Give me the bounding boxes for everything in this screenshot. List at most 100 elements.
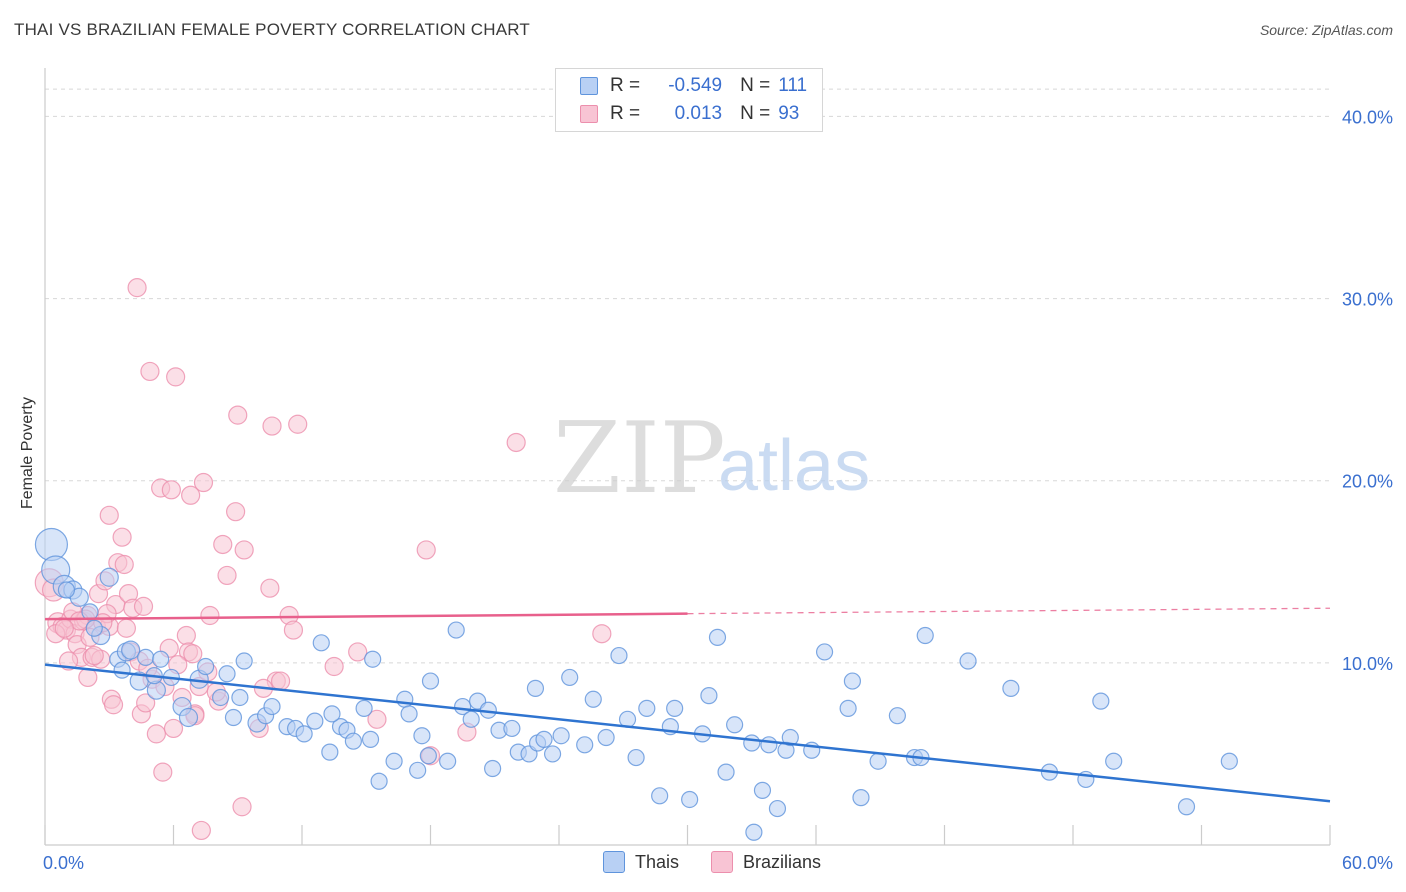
brazilians-point [228, 405, 248, 425]
n-value: 111 [778, 75, 808, 96]
thais-point [852, 789, 870, 807]
thais-point [231, 688, 249, 707]
thais-point [745, 823, 763, 841]
thais-point [815, 643, 834, 661]
thais-point [306, 712, 324, 730]
thais-point [760, 736, 778, 754]
thais-point [681, 790, 699, 809]
brazilians-point [506, 432, 526, 453]
brazilians-point [260, 578, 280, 598]
thais-point [99, 567, 119, 587]
thais-point [113, 661, 131, 679]
thais-point [370, 772, 388, 790]
thais-point [781, 728, 799, 747]
thais-point [768, 799, 787, 818]
thais-point [419, 747, 437, 765]
thais-point [484, 759, 502, 778]
thais-point [610, 646, 628, 665]
thais-point [85, 619, 103, 637]
n-label: N = [740, 75, 771, 96]
brazilians-point [99, 505, 119, 525]
thais-point [355, 699, 373, 717]
brazilians-point [262, 416, 282, 436]
thais-point [1177, 798, 1196, 816]
brazilians-point [112, 527, 132, 547]
thais-point [409, 761, 427, 779]
brazilians-point [54, 618, 74, 638]
brazilians-point [146, 724, 166, 744]
legend-label-thais: Thais [635, 851, 680, 872]
y-axis-title: Female Poverty [19, 396, 36, 510]
thais-point [666, 699, 684, 717]
r-label: R = [610, 103, 641, 124]
brazilians-point [283, 620, 304, 640]
thais-point [364, 650, 382, 668]
thais-point [627, 748, 645, 767]
thais-point [869, 752, 887, 770]
thais-point [295, 725, 313, 743]
thais-point [700, 687, 718, 705]
brazilians-point [367, 709, 387, 729]
r-value: -0.549 [668, 75, 723, 96]
thais-point [584, 690, 602, 708]
brazilians-point [416, 540, 436, 560]
thais-point [1105, 752, 1123, 770]
thais-point [224, 708, 243, 727]
thais-point [152, 650, 170, 668]
brazilians-point [226, 502, 246, 522]
thais-point [561, 668, 579, 687]
thais-legend-swatch [603, 851, 625, 873]
thais-point [263, 697, 281, 716]
thais-point [638, 699, 656, 717]
thais-point [535, 730, 553, 748]
x-tick-label-min: 0.0% [43, 853, 84, 873]
x-tick-label-max: 60.0% [1342, 853, 1393, 873]
brazilians-point [103, 695, 124, 715]
brazilians-point [161, 480, 181, 500]
brazilians-point [217, 565, 237, 586]
thais-point [543, 745, 562, 763]
thais-point [312, 634, 330, 652]
brazilians-point [183, 644, 203, 664]
correlation-legend: R = -0.549 N = 111 R = 0.013 N = 93 [555, 68, 823, 132]
thais-point [743, 734, 761, 752]
r-value: 0.013 [674, 103, 723, 124]
brazilians-point [176, 625, 196, 646]
legend-item-thais: Thais [603, 851, 679, 873]
thais-point [462, 710, 480, 728]
chart-source: Source: ZipAtlas.com [1259, 22, 1393, 38]
y-tick-label: 10.0% [1342, 654, 1393, 674]
brazilians-point [84, 645, 104, 666]
thais-swatch [580, 77, 598, 95]
thais-point [839, 699, 857, 717]
thais-point [717, 763, 735, 781]
brazilians-point [288, 414, 308, 434]
brazilians-point [136, 693, 156, 713]
thais-point [753, 781, 772, 799]
brazilians-trend-line [44, 612, 688, 621]
thais-point [888, 707, 906, 725]
thais-point [651, 787, 669, 805]
thais-point [447, 621, 465, 639]
brazilians-point [234, 540, 254, 560]
r-label: R = [610, 75, 641, 96]
series-legend: Thais Brazilians [603, 851, 853, 873]
n-value: 93 [778, 103, 800, 124]
thais-point [552, 727, 570, 745]
thais-point [526, 679, 545, 697]
brazilians-trend-line-extrapolated [687, 607, 1331, 615]
thais-point [235, 652, 253, 670]
thais-point [1220, 752, 1238, 770]
thais-point [137, 648, 155, 666]
thais-point [597, 728, 615, 747]
brazilians-point [127, 278, 147, 298]
thais-point [503, 719, 521, 738]
brazilians-point [193, 472, 214, 493]
thais-point [396, 690, 414, 708]
thais-point [121, 640, 141, 660]
thais-point [34, 527, 69, 562]
legend-row-brazilians: R = 0.013 N = 93 [580, 102, 799, 126]
thais-point [197, 657, 215, 676]
thais-point [1002, 679, 1020, 697]
